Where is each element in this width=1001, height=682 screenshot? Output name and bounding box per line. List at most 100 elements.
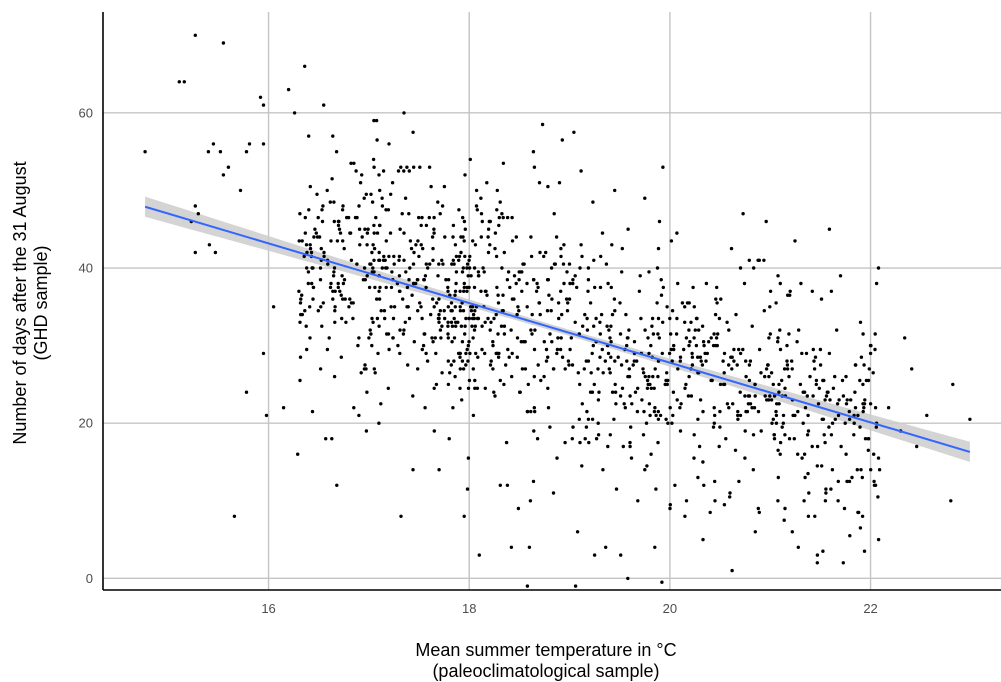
data-point [396, 343, 400, 348]
data-point [770, 421, 774, 425]
data-point [724, 437, 728, 441]
data-point [776, 475, 780, 480]
data-point [392, 262, 396, 266]
data-point [690, 355, 695, 359]
data-point [244, 150, 249, 154]
data-point [671, 390, 676, 394]
data-point [876, 456, 881, 460]
data-point [299, 297, 303, 301]
data-point [683, 320, 687, 324]
data-point [468, 351, 472, 356]
data-point [384, 208, 388, 212]
data-point [486, 227, 491, 231]
data-point [434, 382, 439, 387]
data-point [333, 289, 337, 293]
data-point [386, 386, 390, 390]
data-point [436, 274, 440, 278]
y-tick-label: 20 [79, 416, 93, 431]
data-point [502, 382, 506, 387]
data-point [473, 243, 478, 247]
data-point [925, 413, 929, 418]
data-point [307, 134, 311, 138]
data-point [862, 402, 867, 406]
data-point [454, 254, 459, 259]
data-point [308, 246, 313, 251]
data-point [592, 553, 597, 557]
data-point [352, 406, 356, 410]
data-point [565, 309, 570, 313]
data-point [659, 293, 664, 297]
data-point [836, 413, 841, 418]
data-point [370, 250, 374, 255]
data-point [715, 343, 719, 348]
data-point [472, 285, 477, 290]
data-point [298, 212, 302, 216]
data-point [296, 452, 300, 456]
data-point [370, 200, 375, 204]
data-point [281, 406, 286, 410]
data-point [446, 285, 450, 290]
data-point [377, 289, 381, 293]
data-point [795, 340, 799, 344]
data-point [731, 402, 735, 406]
data-point [411, 130, 415, 134]
data-point [457, 208, 461, 212]
data-point [753, 530, 757, 534]
data-point [453, 243, 458, 247]
data-point [531, 278, 536, 282]
data-point [768, 289, 773, 293]
data-point [316, 215, 320, 220]
data-point [298, 320, 302, 324]
data-point [358, 181, 363, 185]
data-point [441, 262, 445, 266]
data-point [556, 301, 561, 305]
data-point [820, 464, 824, 468]
data-point [318, 266, 323, 270]
data-point [844, 402, 849, 406]
data-point [637, 289, 642, 293]
data-point [765, 398, 769, 402]
data-point [613, 382, 617, 387]
data-point [604, 545, 608, 549]
data-point [500, 212, 504, 216]
data-point [668, 406, 672, 410]
data-point [470, 324, 474, 328]
data-point [814, 378, 819, 383]
data-point [488, 243, 492, 247]
data-point [396, 169, 401, 173]
data-point [207, 243, 212, 247]
data-point [450, 340, 454, 344]
data-point [687, 343, 691, 348]
data-point [542, 340, 546, 344]
data-point [436, 200, 440, 204]
data-point [631, 363, 635, 367]
data-point [446, 320, 450, 324]
data-point [384, 285, 388, 290]
data-point [341, 297, 345, 301]
data-point [656, 409, 660, 414]
data-point [536, 363, 540, 367]
data-point [781, 421, 785, 425]
data-point [381, 169, 386, 173]
data-point [689, 394, 694, 398]
data-point [529, 235, 533, 239]
data-point [776, 340, 780, 344]
data-point [714, 297, 718, 301]
data-point [676, 367, 680, 371]
data-point [438, 309, 442, 313]
data-point [822, 433, 826, 437]
data-point [182, 80, 186, 84]
data-point [322, 254, 326, 259]
data-point [860, 514, 865, 518]
data-point [378, 223, 382, 228]
data-point [866, 437, 871, 441]
data-point [302, 254, 306, 259]
data-point [360, 235, 364, 239]
data-point [835, 402, 840, 406]
data-point [425, 359, 430, 363]
data-point [949, 499, 953, 503]
data-point [623, 406, 627, 410]
data-point [628, 394, 632, 398]
data-point [330, 177, 334, 181]
data-point [527, 545, 532, 549]
